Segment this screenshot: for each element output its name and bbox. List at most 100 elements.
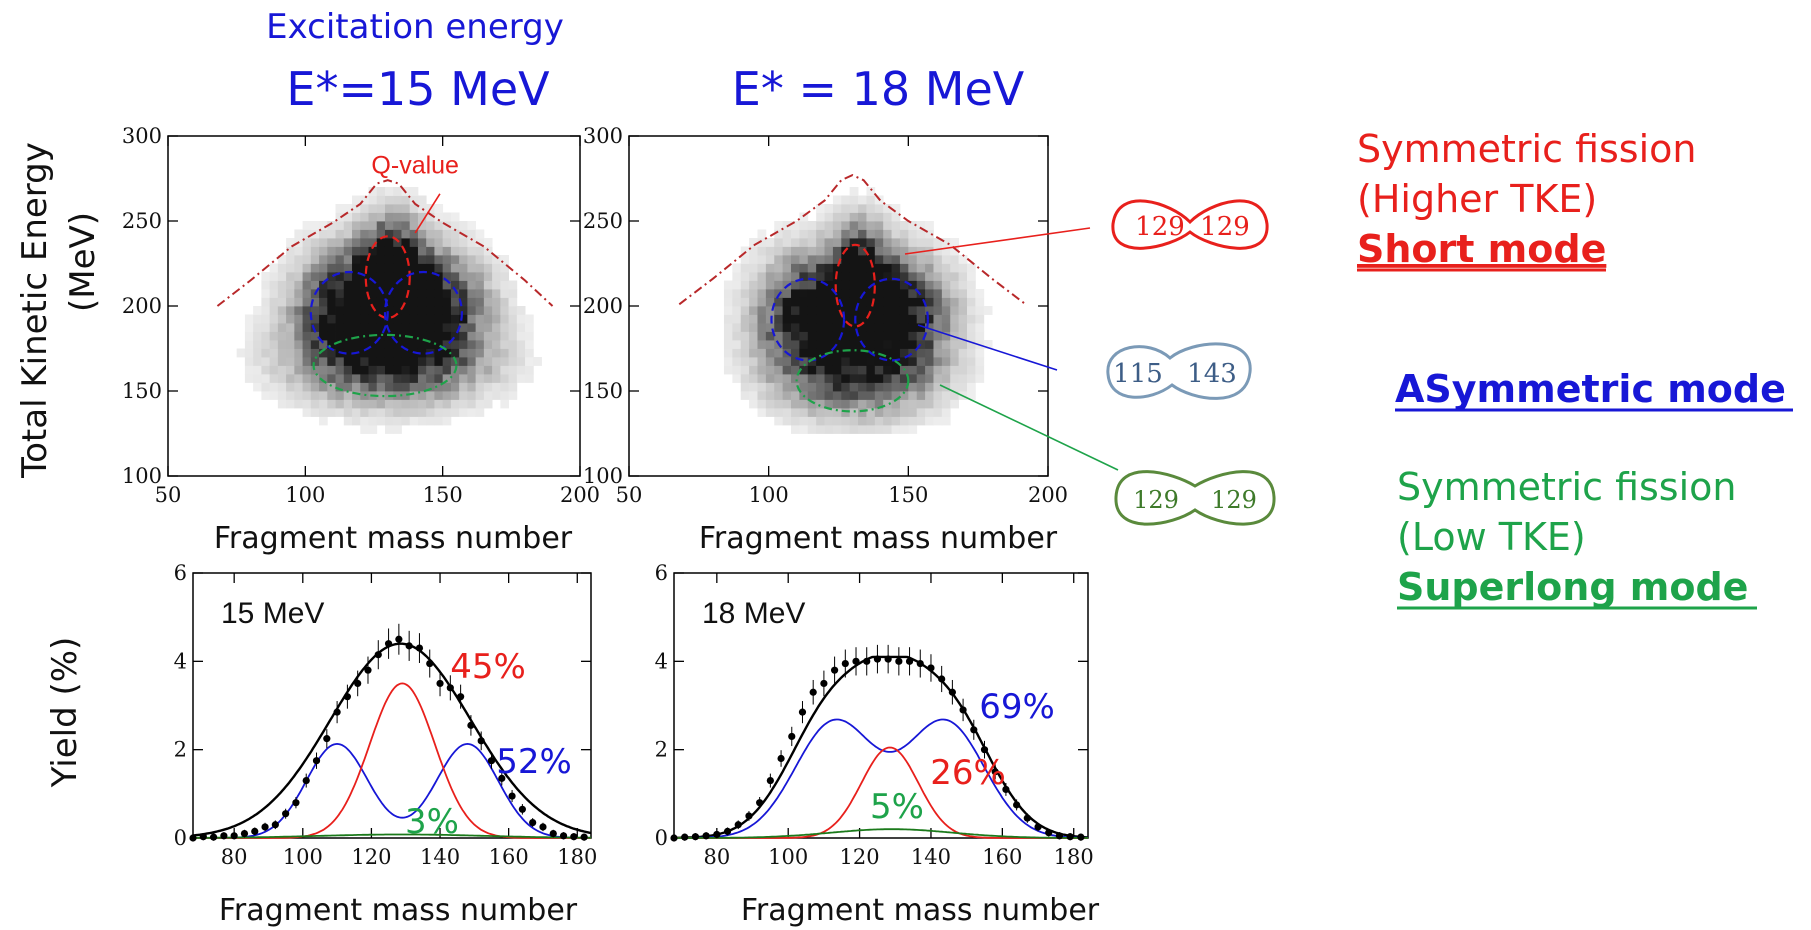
- heatmap-cell: [958, 297, 968, 307]
- heatmap-cell: [294, 340, 303, 349]
- heatmap-cell: [384, 340, 394, 349]
- heatmap-cell: [866, 416, 876, 426]
- heatmap-cell: [950, 306, 960, 315]
- heatmap-cell: [925, 365, 934, 375]
- heatmap-cell: [294, 365, 303, 375]
- y-tick-label: 4: [174, 649, 187, 673]
- heatmap-cell: [899, 323, 909, 332]
- y-tick-label: 250: [122, 209, 162, 233]
- heatmap-cell: [450, 314, 460, 324]
- mode-ellipse-superlong: [795, 349, 910, 413]
- heatmap-cell: [858, 416, 867, 426]
- heatmap-cell: [950, 382, 960, 392]
- heatmap-cell: [401, 374, 411, 383]
- heatmap-cell: [807, 357, 817, 366]
- heatmap-cell: [286, 399, 295, 409]
- heatmap-cell: [891, 221, 901, 230]
- heatmap-cell: [765, 331, 775, 341]
- heatmap-cell: [941, 246, 951, 256]
- data-point: [873, 655, 882, 663]
- heatmap-cell: [866, 408, 876, 417]
- heatmap-cell: [849, 229, 859, 239]
- data-point: [766, 776, 774, 785]
- heatmap-cell: [459, 357, 468, 366]
- heatmap-cell: [302, 323, 312, 332]
- heatmap-cell: [442, 238, 452, 247]
- heatmap-cell: [376, 280, 386, 290]
- heatmap-cell: [858, 399, 867, 409]
- heatmap-cell: [434, 340, 444, 349]
- heatmap-cell: [832, 246, 842, 256]
- heatmap-cell: [841, 212, 851, 222]
- heatmap-cell: [459, 374, 468, 383]
- heatmap-cell: [417, 314, 427, 324]
- heatmap-cell: [343, 280, 353, 290]
- heatmap-cell: [799, 255, 809, 264]
- heatmap-cell: [841, 306, 851, 315]
- heatmap-cell: [774, 357, 784, 366]
- data-point: [681, 833, 689, 841]
- heatmap-cell: [899, 408, 909, 417]
- heatmap-cell: [891, 340, 901, 349]
- heatmap-cell: [277, 331, 287, 341]
- heatmap-cell: [401, 195, 411, 205]
- heatmap-cell: [434, 357, 444, 366]
- heatmap-cell: [849, 297, 859, 307]
- heatmap-cell: [393, 212, 402, 222]
- heatmap-cell: [774, 306, 784, 315]
- heatmap-cell: [749, 306, 758, 315]
- heatmap-cell: [832, 229, 842, 239]
- heatmap-cell: [723, 357, 733, 366]
- heatmap-cell: [782, 391, 792, 400]
- energy-label: 15 MeV: [221, 597, 324, 630]
- heatmap-cell: [467, 229, 477, 239]
- heatmap-cell: [286, 280, 295, 290]
- heatmap-cell: [500, 272, 509, 281]
- heatmap-cell: [319, 374, 328, 383]
- heatmap-cell: [883, 289, 892, 298]
- heatmap-cell: [908, 416, 918, 426]
- heatmap-cell: [941, 348, 951, 358]
- heatmap-cell: [832, 425, 842, 434]
- heatmap-cell: [426, 272, 435, 281]
- heatmap-cell: [765, 340, 775, 349]
- y-tick-label: 2: [655, 738, 668, 762]
- heatmap-cell: [791, 246, 800, 256]
- heatmap-cell: [757, 348, 767, 358]
- heatmap-cell: [442, 331, 452, 341]
- heatmap-cell: [368, 382, 378, 392]
- heatmap-cell: [891, 382, 901, 392]
- heatmap-cell: [426, 408, 435, 417]
- heatmap-cell: [343, 348, 353, 358]
- heatmap-cell: [799, 289, 809, 298]
- heatmap-cell: [384, 365, 394, 375]
- heatmap-cell: [891, 246, 901, 256]
- heatmap-cell: [500, 306, 509, 315]
- heatmap-cell: [858, 382, 867, 392]
- heatmap-cell: [483, 399, 493, 409]
- heatmap-cell: [925, 314, 934, 324]
- heatmap-cell: [269, 306, 279, 315]
- heatmap-cell: [841, 348, 851, 358]
- heatmap-cell: [467, 331, 477, 341]
- heatmap-cell: [525, 314, 534, 324]
- heatmap-cell: [401, 382, 411, 392]
- heatmap-cell: [335, 357, 345, 366]
- heatmap-cell: [261, 382, 271, 392]
- heatmap-cell: [269, 357, 279, 366]
- heatmap-cell: [294, 289, 303, 298]
- heatmap-cell: [409, 374, 419, 383]
- heatmap-cell: [849, 357, 859, 366]
- heatmap-cell: [782, 323, 792, 332]
- heatmap-cell: [269, 280, 279, 290]
- heatmap-cell: [352, 314, 361, 324]
- heatmap-cell: [950, 272, 960, 281]
- heatmap-cell: [966, 391, 976, 400]
- heatmap-cell: [269, 314, 279, 324]
- heatmap-cell: [244, 357, 254, 366]
- heatmap-cell: [360, 340, 369, 349]
- heatmap-cell: [966, 306, 976, 315]
- heatmap-cell: [950, 340, 960, 349]
- mode-ellipse-short: [364, 235, 411, 320]
- heatmap-cell: [874, 306, 884, 315]
